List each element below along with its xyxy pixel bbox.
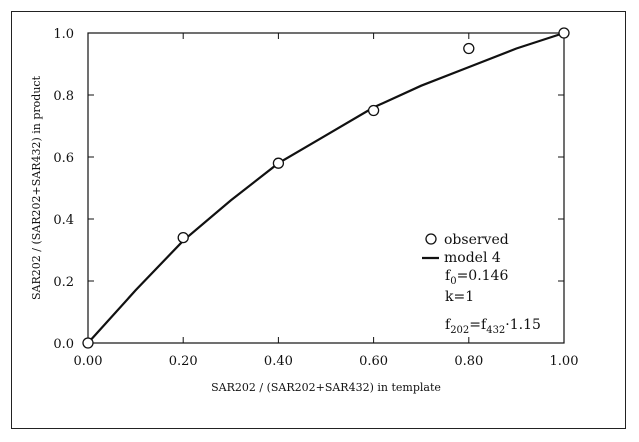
observed-point [367,104,380,117]
observed-point [272,157,285,169]
axis-ticks [87,32,565,344]
legend-k-line: k=1 [445,289,474,305]
f202-factor: ·1.15 [505,317,541,333]
y-tick-label: 0.8 [53,89,74,104]
legend-f0-line: f0=0.146 [445,268,508,287]
y-tick-label: 0.4 [53,213,74,228]
y-tick-label: 0.0 [53,337,74,352]
observed-point [463,42,475,55]
x-axis-title: SAR202 / (SAR202+SAR432) in template [211,381,441,394]
y-tick-label: 0.6 [53,151,74,166]
x-tick-label: 1.00 [550,354,579,369]
observed-markers [82,27,570,349]
f0-sub: 0 [450,276,456,287]
f432-sub: 432 [486,325,505,336]
x-tick-label: 0.80 [454,354,483,369]
f0-main: f [445,268,452,284]
x-tick-label: 0.60 [359,354,388,369]
plot-area-border [87,32,565,344]
f0-value: =0.146 [457,268,509,284]
observed-point [82,337,94,349]
x-tick-label: 0.40 [264,354,293,369]
y-tick-label: 0.2 [53,275,74,290]
legend-model-label: model 4 [444,250,501,266]
legend: observed model 4 f0=0.146 k=1 f202=f432·… [422,232,541,336]
y-axis-title: SAR202 / (SAR202+SAR432) in product [30,75,43,300]
f202-main: f [445,317,452,333]
observed-point [558,27,570,39]
x-tick-label: 0.20 [169,354,198,369]
model-line [87,31,565,344]
figure-frame [11,11,626,429]
y-tick-label: 1.0 [53,27,74,42]
axis-tick-labels: 0.00 0.20 0.40 0.60 0.80 1.000.00.20.40.60.81… [53,27,578,369]
f202-eq: =f [469,317,488,333]
legend-observed-marker [425,233,437,245]
x-tick-label: 0.00 [74,354,103,369]
f202-sub: 202 [450,325,469,336]
observed-point [177,231,189,244]
legend-observed-label: observed [444,232,509,248]
legend-f202-line: f202=f432·1.15 [445,317,541,336]
